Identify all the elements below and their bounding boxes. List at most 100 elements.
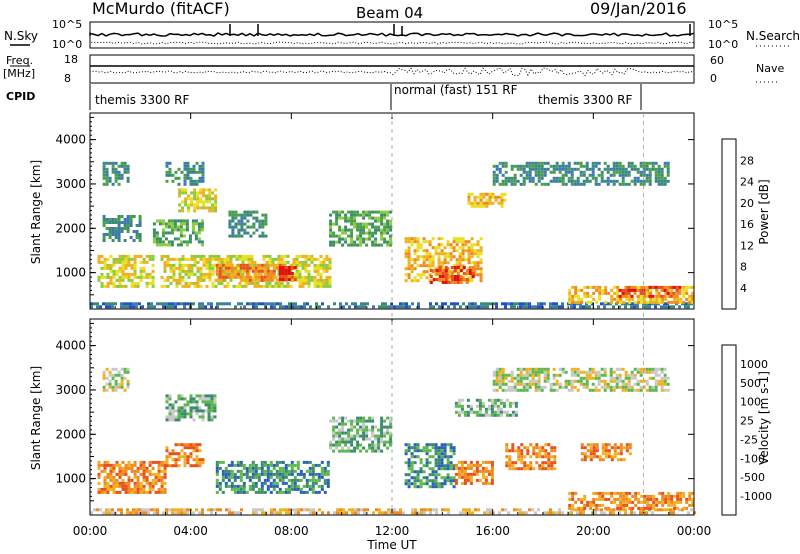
echo-cell <box>559 177 562 180</box>
echo-cell <box>667 292 670 295</box>
echo-cell <box>532 446 535 449</box>
radar-summary-plot: McMurdo (fitACF) Beam 04 09/Jan/2016 N.S… <box>0 0 800 554</box>
echo-cell <box>423 464 426 467</box>
echo-cell <box>511 183 514 186</box>
echo-cell <box>619 301 622 304</box>
echo-cell <box>368 235 371 238</box>
echo-cell <box>255 229 258 232</box>
echo-cell <box>273 273 276 276</box>
echo-cell <box>568 504 571 507</box>
echo-cell <box>329 258 332 261</box>
echo-cell <box>208 412 211 415</box>
echo-cell <box>137 255 140 258</box>
echo-cell <box>454 269 457 272</box>
echo-cell <box>197 267 200 270</box>
echo-cell <box>435 446 438 449</box>
echo-cell <box>526 368 529 371</box>
echo-cell <box>216 485 219 488</box>
echo-cell <box>459 258 462 261</box>
echo-cell <box>335 211 338 214</box>
echo-cell <box>604 492 607 495</box>
echo-cell <box>574 168 577 171</box>
echo-cell <box>263 267 266 270</box>
echo-cell <box>619 165 622 168</box>
echo-cell <box>161 470 164 473</box>
echo-cell <box>470 408 473 411</box>
echo-cell <box>550 455 553 458</box>
echo-cell <box>508 386 511 389</box>
echo-cell <box>625 371 628 374</box>
echo-cell <box>685 501 688 504</box>
echo-cell <box>553 171 556 174</box>
echo-cell <box>450 255 453 258</box>
echo-cell <box>371 244 374 247</box>
echo-cell <box>336 508 339 511</box>
echo-cell <box>679 286 682 289</box>
echo-cell <box>468 240 471 243</box>
echo-cell <box>477 305 480 308</box>
echo-cell <box>450 449 453 452</box>
echo-cell <box>300 488 303 491</box>
echo-cell <box>580 380 583 383</box>
echo-cell <box>321 511 324 514</box>
echo-cell <box>598 183 601 186</box>
echo-cell <box>182 279 185 282</box>
echo-cell <box>252 217 255 220</box>
echo-cell <box>497 405 500 408</box>
echo-cell <box>299 276 302 279</box>
echo-cell <box>139 239 142 242</box>
echo-cell <box>299 279 302 282</box>
echo-cell <box>359 450 362 453</box>
echo-cell <box>386 226 389 229</box>
echo-cell <box>309 508 312 511</box>
echo-cell <box>553 383 556 386</box>
echo-cell <box>347 244 350 247</box>
echo-cell <box>658 183 661 186</box>
echo-cell <box>631 295 634 298</box>
echo-cell <box>592 504 595 507</box>
echo-cell <box>197 255 200 258</box>
echo-cell <box>393 305 396 308</box>
nsky-trace <box>90 33 694 36</box>
echo-cell <box>158 488 161 491</box>
echo-cell <box>344 226 347 229</box>
echo-cell <box>491 461 494 464</box>
echo-cell <box>629 452 632 455</box>
echo-cell <box>523 177 526 180</box>
echo-cell <box>471 202 474 205</box>
echo-cell <box>669 511 672 514</box>
echo-cell <box>583 292 586 295</box>
echo-cell <box>327 470 330 473</box>
echo-cell <box>493 383 496 386</box>
echo-cell <box>380 235 383 238</box>
echo-cell <box>146 467 149 470</box>
echo-cell <box>202 177 205 180</box>
echo-cell <box>179 282 182 285</box>
echo-cell <box>553 368 556 371</box>
echo-cell <box>122 279 125 282</box>
echo-cell <box>296 255 299 258</box>
echo-cell <box>466 281 469 284</box>
echo-cell <box>625 504 628 507</box>
echo-cell <box>607 183 610 186</box>
echo-cell <box>531 508 534 511</box>
echo-cell <box>374 226 377 229</box>
echo-cell <box>225 264 228 267</box>
echo-cell <box>180 243 183 246</box>
echo-cell <box>288 305 291 308</box>
echo-cell <box>402 305 405 308</box>
echo-cell <box>523 386 526 389</box>
echo-cell <box>196 183 199 186</box>
echo-cell <box>601 495 604 498</box>
echo-cell <box>127 165 130 168</box>
echo-cell <box>338 235 341 238</box>
echo-cell <box>225 476 228 479</box>
echo-cell <box>294 302 297 305</box>
echo-cell <box>435 249 438 252</box>
echo-cell <box>107 264 110 267</box>
echo-cell <box>366 508 369 511</box>
echo-cell <box>312 482 315 485</box>
echo-cell <box>688 498 691 501</box>
echo-cell <box>193 165 196 168</box>
echo-cell <box>453 255 456 258</box>
